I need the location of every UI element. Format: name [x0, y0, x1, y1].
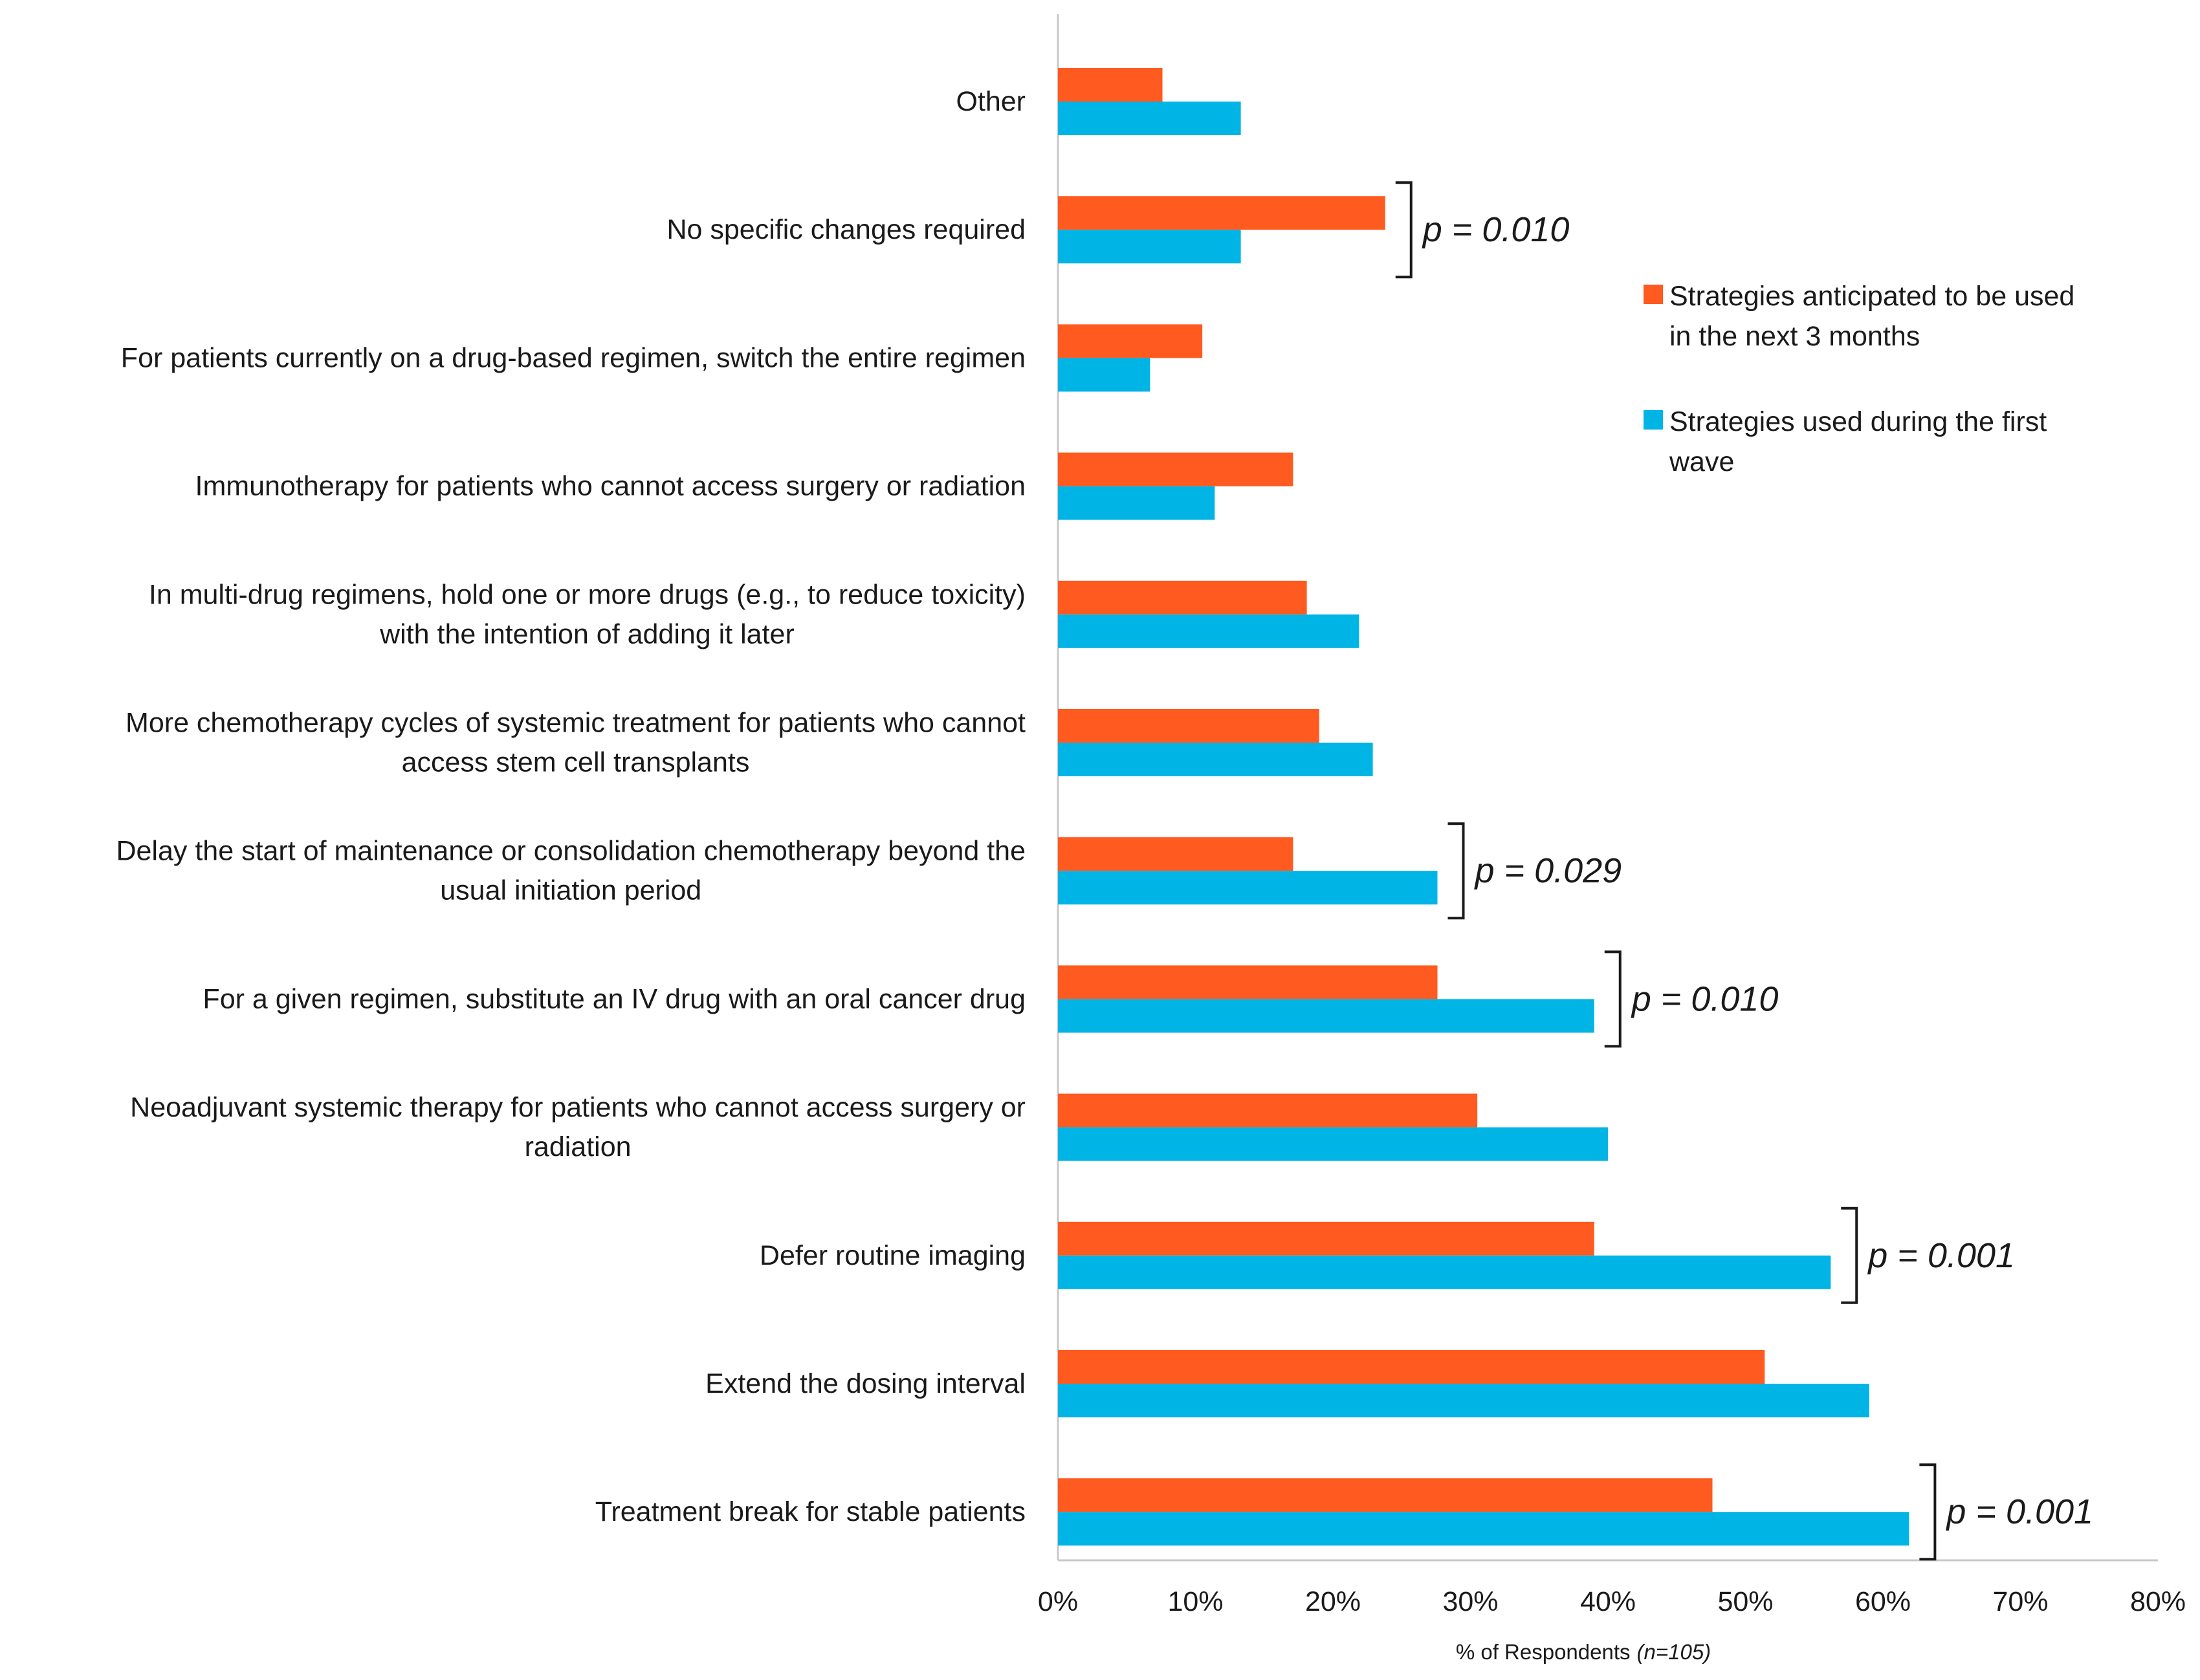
legend: Strategies anticipated to be used in the …: [1644, 281, 2074, 477]
p-value-label: p = 0.010: [1422, 210, 1570, 249]
category-label: For patients currently on a drug-based r…: [121, 342, 1026, 373]
significance-bracket: [1919, 1463, 1937, 1561]
significance-bracket: [1841, 1206, 1858, 1304]
p-value-label: p = 0.001: [1867, 1236, 2015, 1275]
category-label: In multi-drug regimens, hold one or more…: [149, 579, 1026, 649]
bar-first-wave-0: [1058, 102, 1241, 135]
x-tick-label: 80%: [2130, 1586, 2186, 1617]
bar-first-wave-3: [1058, 486, 1215, 520]
x-tick-label: 30%: [1442, 1586, 1498, 1617]
category-label: More chemotherapy cycles of systemic tre…: [126, 708, 1026, 778]
x-tick-label: 60%: [1855, 1586, 1911, 1617]
significance-bracket: [1395, 181, 1413, 279]
category-label: Delay the start of maintenance or consol…: [116, 836, 1026, 906]
category-label: Other: [956, 86, 1026, 117]
x-tick-label: 70%: [1992, 1586, 2048, 1617]
x-tick-label: 50%: [1717, 1586, 1773, 1617]
bar-anticipated-8: [1058, 1093, 1478, 1128]
x-axis-title: % of Respondents (n=105): [1456, 1640, 1711, 1664]
category-label: Defer routine imaging: [760, 1240, 1026, 1271]
bar-anticipated-3: [1058, 452, 1293, 486]
legend-label-first-wave: Strategies used during the first wave: [1669, 406, 2047, 477]
category-label: Extend the dosing interval: [705, 1368, 1026, 1399]
bar-first-wave-1: [1058, 230, 1241, 264]
x-tick-label: 40%: [1580, 1586, 1636, 1617]
bar-anticipated-2: [1058, 324, 1203, 358]
significance-bracket: [1447, 822, 1465, 920]
x-axis-title-note: (n=105): [1637, 1640, 1711, 1664]
bar-anticipated-9: [1058, 1221, 1594, 1256]
bar-first-wave-4: [1058, 614, 1359, 648]
bar-anticipated-4: [1058, 580, 1307, 615]
x-tick-label: 20%: [1305, 1586, 1361, 1617]
bar-first-wave-11: [1058, 1512, 1909, 1546]
bar-anticipated-10: [1058, 1350, 1765, 1384]
bar-anticipated-11: [1058, 1478, 1713, 1512]
bar-anticipated-6: [1058, 837, 1293, 871]
p-value-label: p = 0.029: [1474, 851, 1622, 890]
axis-layer: 0% 10% 20% 30% 40% 50% 60% 70% 80%: [1038, 14, 2186, 1617]
bar-first-wave-5: [1058, 743, 1373, 776]
significance-bracket: [1604, 950, 1622, 1048]
category-label: Immunotherapy for patients who cannot ac…: [195, 471, 1026, 502]
p-value-annotations: p = 0.010 p = 0.029 p = 0.010 p = 0.001 p = …: [1395, 181, 2093, 1561]
p-value-label: p = 0.001: [1945, 1492, 2093, 1531]
category-labels: Other No specific changes required For pat…: [116, 86, 1026, 1527]
bar-anticipated-1: [1058, 196, 1385, 230]
bar-first-wave-8: [1058, 1127, 1608, 1161]
category-label: For a given regimen, substitute an IV dr…: [203, 983, 1026, 1014]
x-tick-label: 10%: [1167, 1586, 1223, 1617]
category-label: Neoadjuvant systemic therapy for patient…: [130, 1092, 1026, 1162]
bars-layer: [1058, 68, 1909, 1546]
bar-first-wave-2: [1058, 358, 1150, 392]
bar-anticipated-7: [1058, 965, 1438, 999]
legend-swatch-first-wave: [1644, 410, 1663, 430]
bar-anticipated-0: [1058, 68, 1163, 102]
bar-first-wave-6: [1058, 871, 1438, 905]
bar-anticipated-5: [1058, 709, 1319, 743]
x-tick-label: 0%: [1038, 1586, 1078, 1617]
bar-first-wave-9: [1058, 1255, 1831, 1289]
category-label: Treatment break for stable patients: [595, 1496, 1026, 1527]
p-value-label: p = 0.010: [1631, 979, 1779, 1018]
x-axis-title-main: % of Respondents: [1456, 1640, 1631, 1664]
legend-swatch-anticipated: [1644, 285, 1663, 304]
bar-first-wave-7: [1058, 999, 1594, 1033]
bar-first-wave-10: [1058, 1384, 1869, 1417]
category-label: No specific changes required: [666, 214, 1026, 245]
legend-label-anticipated: Strategies anticipated to be used in the …: [1669, 281, 2074, 352]
